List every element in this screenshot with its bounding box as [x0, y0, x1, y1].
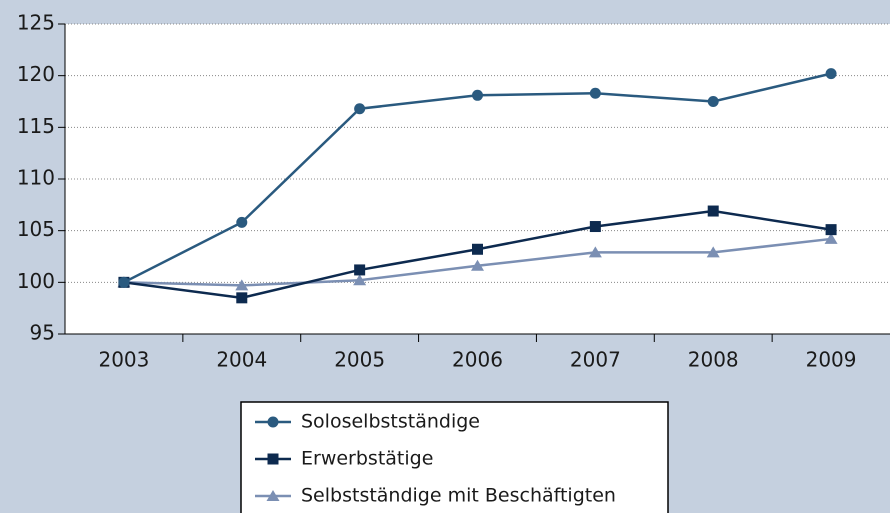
y-tick-label: 125	[17, 11, 55, 35]
marker	[824, 232, 838, 244]
marker	[707, 205, 719, 217]
marker	[472, 89, 483, 101]
marker	[471, 259, 484, 271]
marker	[825, 68, 837, 80]
x-tick-label: 2008	[688, 348, 739, 372]
x-tick-label: 2005	[334, 348, 385, 372]
legend-label: Selbstständige mit Beschäftigten	[301, 485, 616, 507]
marker	[589, 87, 601, 99]
x-tick-label: 2003	[98, 348, 149, 372]
marker	[353, 274, 367, 286]
marker	[118, 276, 130, 288]
marker	[706, 246, 720, 258]
marker	[266, 490, 280, 501]
y-tick-label: 105	[17, 217, 55, 241]
y-tick-label: 120	[17, 62, 55, 86]
marker	[707, 96, 719, 107]
marker	[354, 264, 366, 276]
marker	[472, 243, 483, 255]
x-tick-label: 2009	[806, 348, 857, 372]
marker	[267, 453, 279, 465]
legend-label: Erwerbstätige	[301, 448, 433, 470]
marker	[267, 416, 279, 428]
legend-box	[240, 401, 669, 513]
x-tick-label: 2004	[216, 348, 267, 372]
marker	[235, 279, 249, 291]
y-tick-label: 100	[17, 269, 55, 293]
y-tick-label: 95	[30, 321, 55, 345]
y-tick-label: 110	[17, 166, 55, 190]
marker	[236, 216, 248, 228]
marker	[588, 246, 602, 258]
y-tick-label: 115	[17, 114, 55, 138]
legend-label: Soloselbstständige	[301, 411, 480, 433]
x-tick-label: 2007	[570, 348, 621, 372]
marker	[354, 103, 366, 115]
legend: Soloselbstständige Erwerbstätige Selbststä…	[240, 401, 669, 513]
marker	[236, 292, 248, 304]
marker	[589, 221, 601, 233]
x-tick-label: 2006	[452, 348, 503, 372]
marker	[825, 224, 837, 236]
